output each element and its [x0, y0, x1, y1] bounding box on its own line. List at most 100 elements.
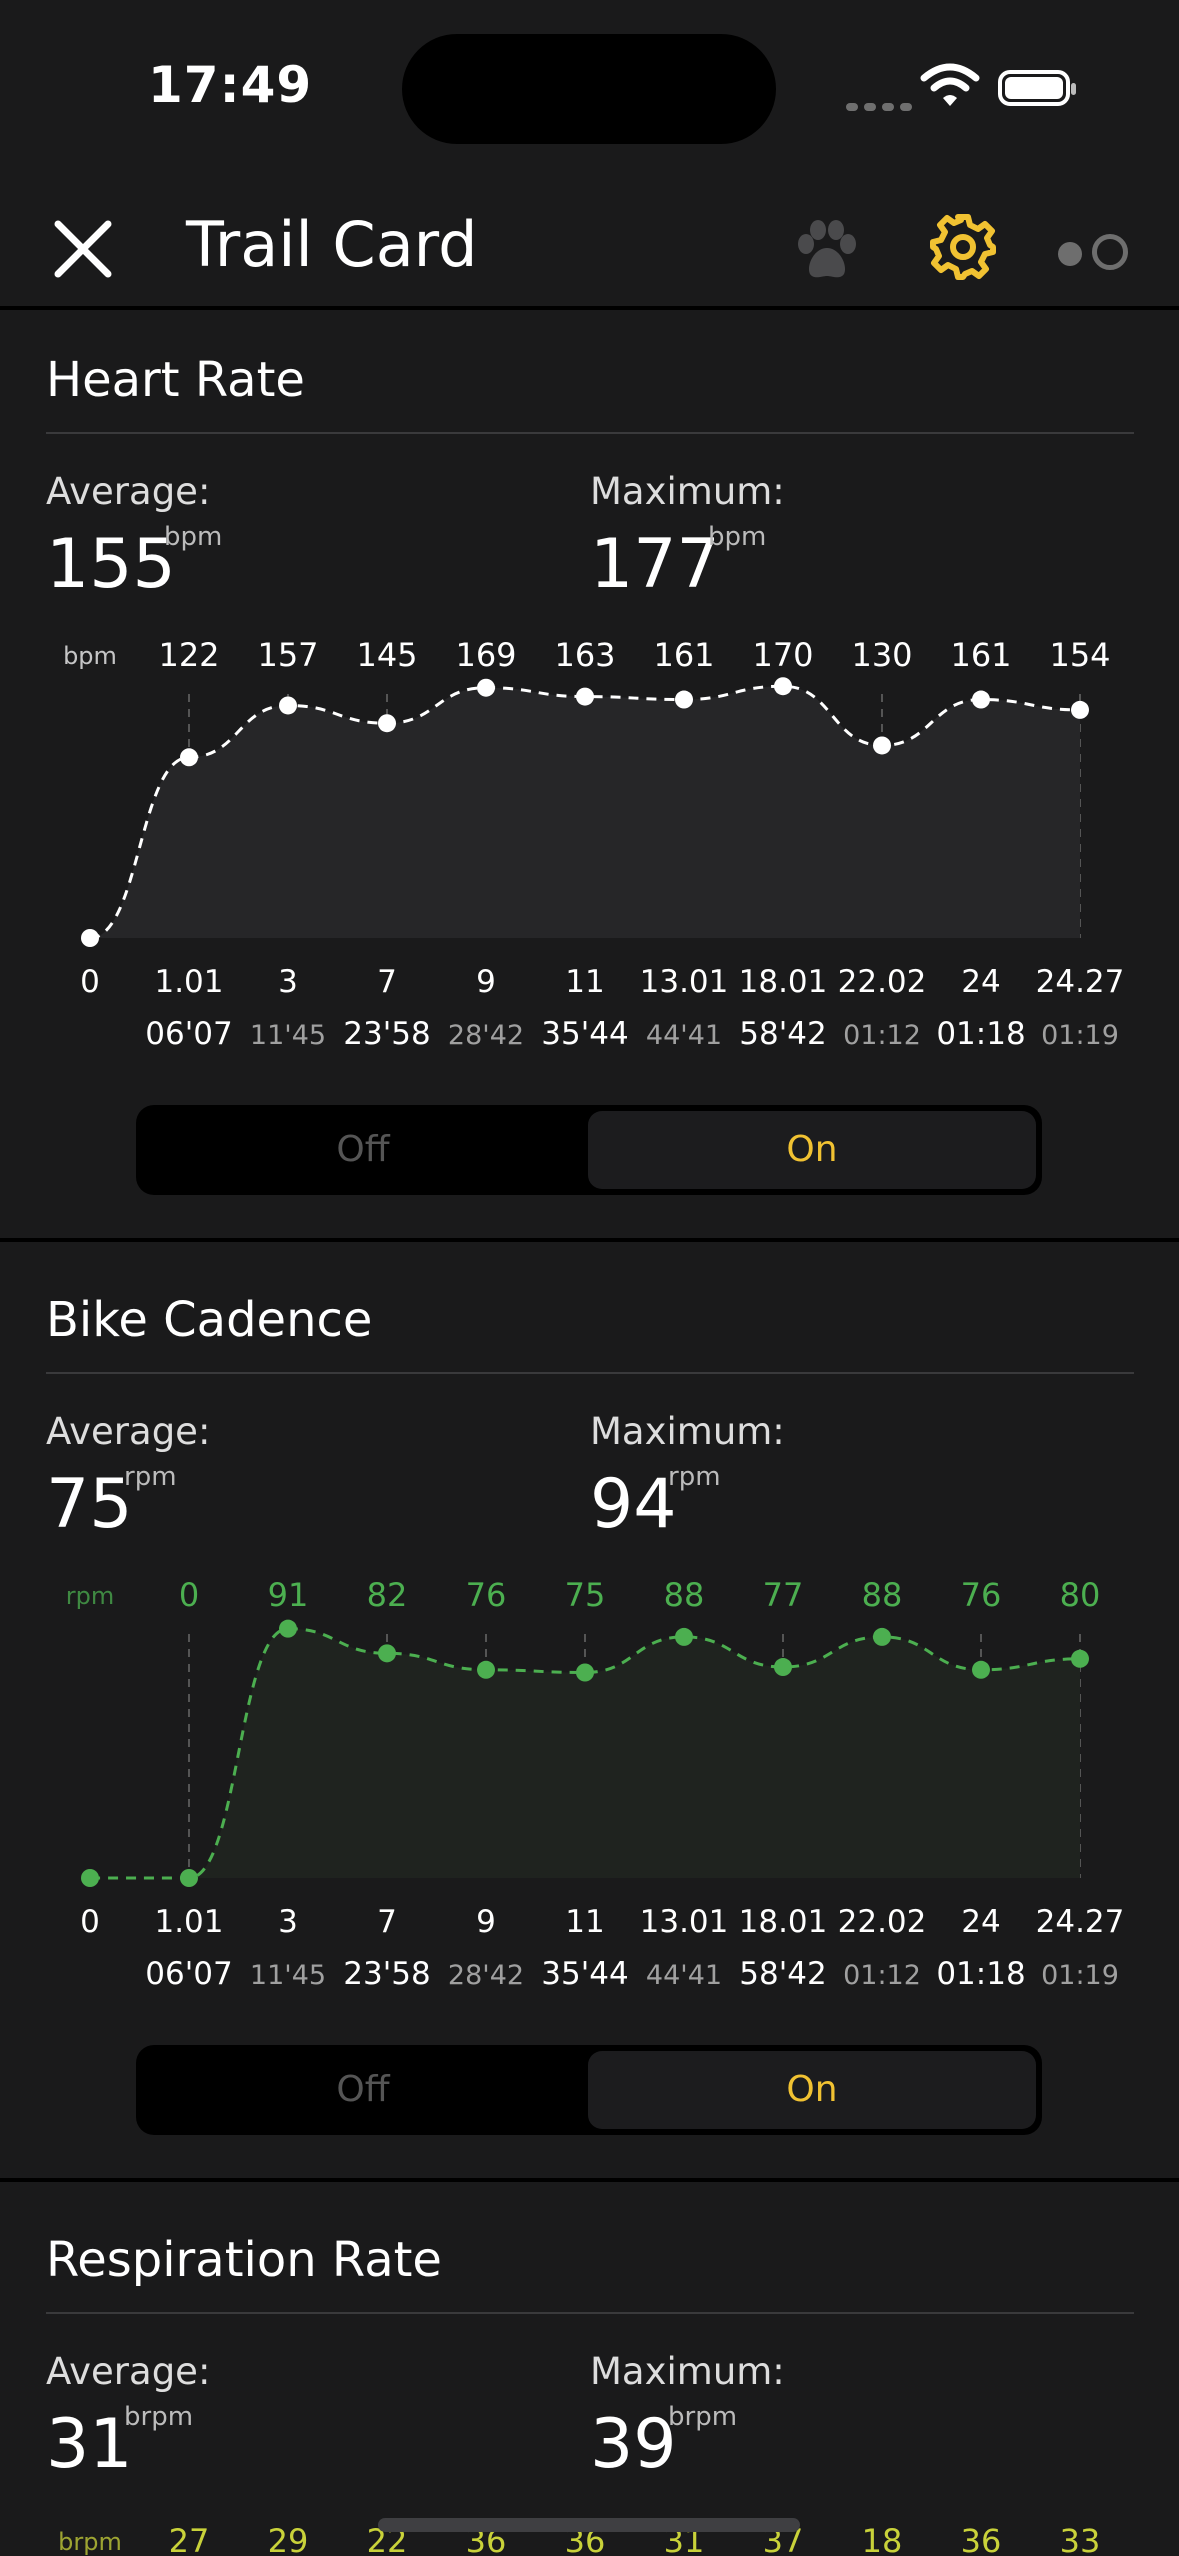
gear-icon[interactable] [928, 212, 998, 282]
data-point[interactable] [279, 1619, 297, 1638]
top-value-label: 27 [169, 2522, 210, 2556]
top-value-label: 169 [455, 636, 516, 674]
top-value-label: 33 [1060, 2522, 1101, 2556]
data-point[interactable] [81, 929, 99, 947]
heart-rate-toggle: Off On [136, 1105, 1042, 1195]
top-value-label: 154 [1049, 636, 1110, 674]
dynamic-island [402, 34, 776, 144]
divider [46, 432, 1134, 434]
data-point[interactable] [972, 690, 990, 709]
status-time: 17:49 [148, 56, 313, 114]
x-tick-label: 7 [377, 1904, 397, 1940]
data-point[interactable] [180, 1869, 198, 1887]
chart-area [90, 1628, 1080, 1878]
data-point[interactable] [81, 1869, 99, 1887]
data-point[interactable] [477, 1660, 495, 1679]
time-label: 58'42 [739, 1016, 826, 1052]
toggle-off-option[interactable]: Off [336, 2069, 390, 2110]
data-point[interactable] [180, 748, 198, 767]
view-toggle-icon[interactable] [1058, 228, 1130, 274]
time-label: 23'58 [343, 1956, 430, 1992]
average-value: 31 [46, 2405, 133, 2484]
x-tick-label: 1.01 [154, 1904, 223, 1940]
data-point[interactable] [972, 1660, 990, 1679]
top-value-label: 88 [664, 1576, 705, 1614]
status-bar: 17:49 [0, 0, 1179, 170]
x-tick-label: 13.01 [640, 964, 729, 1000]
x-tick-label: 22.02 [838, 964, 927, 1000]
unit-label: bpm [63, 642, 117, 670]
close-icon[interactable] [50, 216, 116, 282]
data-point[interactable] [774, 677, 792, 696]
top-value-label: 80 [1060, 1576, 1101, 1614]
time-label: 23'58 [343, 1016, 430, 1052]
paw-icon[interactable] [794, 218, 860, 284]
average-value: 155 [46, 525, 176, 604]
x-tick-label: 9 [476, 964, 496, 1000]
top-value-label: 77 [763, 1576, 804, 1614]
data-point[interactable] [1071, 1649, 1089, 1668]
heart-rate-chart: bpm 122 157 145 169 163 161 170 130 161 154 0 1.01 06… [63, 636, 1125, 1052]
data-point[interactable] [675, 1627, 693, 1646]
top-value-label: 36 [961, 2522, 1002, 2556]
average-unit: rpm [124, 1462, 177, 1492]
data-point[interactable] [774, 1658, 792, 1677]
data-point[interactable] [576, 687, 594, 706]
x-tick-label: 7 [377, 964, 397, 1000]
data-point[interactable] [576, 1663, 594, 1682]
x-tick-label: 0 [80, 1904, 100, 1940]
section-title: Respiration Rate [46, 2232, 442, 2288]
average-label: Average: [46, 470, 211, 513]
top-value-label: 130 [851, 636, 912, 674]
data-point[interactable] [477, 678, 495, 697]
data-point[interactable] [378, 714, 396, 733]
time-label: 01:18 [936, 1956, 1025, 1992]
unit-label: brpm [58, 2528, 122, 2556]
top-value-label: 145 [356, 636, 417, 674]
maximum-unit: bpm [708, 522, 767, 552]
maximum-label: Maximum: [590, 1410, 785, 1453]
data-point[interactable] [1071, 700, 1089, 719]
top-value-label: 157 [257, 636, 318, 674]
time-label: 01:18 [936, 1016, 1025, 1052]
bike-cadence-chart: rpm 0 91 82 76 75 88 77 88 76 80 0 1.01 06'07 3 11'45 7 2… [66, 1576, 1125, 1992]
top-value-label: 75 [565, 1576, 606, 1614]
series-line [89, 1627, 1081, 1880]
toggle-off-option[interactable]: Off [336, 1129, 390, 1170]
x-tick-label: 11 [565, 964, 604, 1000]
average-value: 75 [46, 1465, 133, 1544]
x-tick-label: 1.01 [154, 964, 223, 1000]
maximum-value: 94 [590, 1465, 677, 1544]
x-tick-label: 18.01 [739, 964, 828, 1000]
x-tick-label: 24.27 [1036, 964, 1125, 1000]
top-value-label: 88 [862, 1576, 903, 1614]
top-value-label: 161 [653, 636, 714, 674]
maximum-unit: rpm [668, 1462, 721, 1492]
x-tick-label: 11 [565, 1904, 604, 1940]
data-point[interactable] [378, 1644, 396, 1663]
time-label: 06'07 [145, 1956, 232, 1992]
series-line [89, 684, 1081, 940]
toggle-on-option[interactable]: On [588, 1111, 1036, 1189]
section-title: Bike Cadence [46, 1292, 373, 1348]
time-label: 06'07 [145, 1016, 232, 1052]
average-label: Average: [46, 2350, 211, 2393]
average-label: Average: [46, 1410, 211, 1453]
unit-label: rpm [66, 1582, 114, 1610]
x-tick-label: 22.02 [838, 1904, 927, 1940]
chart-area [90, 686, 1080, 938]
x-tick-label: 9 [476, 1904, 496, 1940]
wifi-icon [920, 63, 980, 106]
top-value-label: 91 [268, 1576, 309, 1614]
x-tick-label: 24 [961, 964, 1000, 1000]
average-unit: brpm [124, 2402, 194, 2432]
data-point[interactable] [675, 690, 693, 709]
top-value-label: 163 [554, 636, 615, 674]
toggle-on-option[interactable]: On [588, 2051, 1036, 2129]
time-label: 44'41 [646, 1020, 722, 1051]
divider [46, 2312, 1134, 2314]
data-point[interactable] [873, 1627, 891, 1646]
data-point[interactable] [279, 696, 297, 715]
data-point[interactable] [873, 736, 891, 755]
top-value-label: 76 [466, 1576, 507, 1614]
